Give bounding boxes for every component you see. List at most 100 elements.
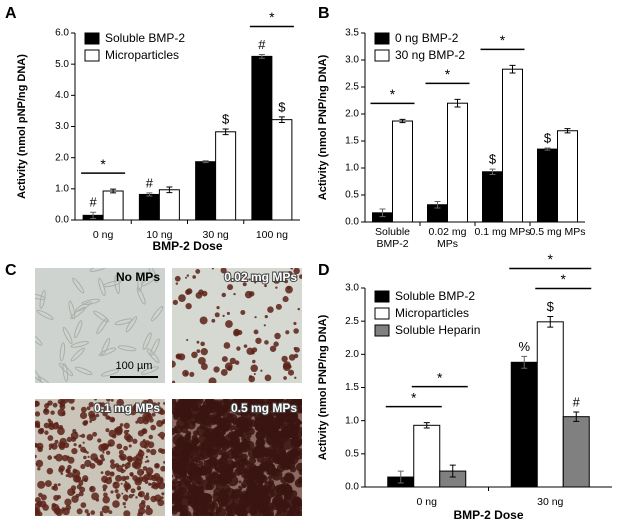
stain (139, 449, 142, 452)
significance-marker: # (146, 175, 154, 190)
stain (264, 284, 267, 288)
cell (142, 332, 152, 350)
stain (254, 316, 257, 319)
legend-label: 30 ng BMP-2 (395, 48, 465, 62)
bar (536, 321, 564, 488)
stain (70, 431, 79, 440)
bar (537, 148, 558, 223)
stain (189, 443, 198, 452)
stain (119, 423, 124, 427)
stain (211, 268, 214, 270)
stain (286, 498, 299, 511)
stain (274, 332, 281, 340)
legend-label: Soluble Heparin (395, 323, 480, 337)
cell (125, 316, 138, 333)
stain (109, 459, 115, 465)
stain (102, 484, 108, 490)
stain (223, 342, 231, 349)
error-bar (110, 188, 117, 194)
stain (242, 438, 246, 442)
stain (288, 354, 296, 361)
bar (271, 119, 293, 221)
cell (68, 300, 76, 320)
stain (122, 502, 126, 506)
cell (81, 298, 101, 306)
stain (172, 380, 176, 383)
stain (48, 447, 52, 451)
stain (216, 465, 225, 474)
stain (289, 465, 297, 473)
y-tick-label: 2.5 (345, 82, 359, 93)
bar (102, 190, 124, 221)
stain (225, 467, 234, 475)
stain (231, 465, 236, 469)
stain (115, 493, 121, 499)
stain (163, 460, 165, 464)
cell (59, 342, 66, 362)
stain (185, 276, 188, 279)
y-tick-label: 3.5 (345, 28, 359, 39)
stain (161, 492, 165, 496)
stain (89, 486, 94, 491)
stain (200, 363, 208, 371)
stain (118, 449, 124, 455)
stain (236, 464, 247, 475)
legend-swatch (374, 324, 390, 337)
panel-label: B (318, 5, 330, 22)
stain (84, 459, 92, 468)
stain (105, 428, 110, 433)
stain (106, 399, 111, 402)
significance-marker: # (573, 394, 581, 409)
stain (161, 419, 165, 424)
error-bar (454, 98, 461, 108)
legend-swatch (374, 290, 390, 303)
stain (221, 292, 226, 298)
stain (240, 509, 246, 515)
stain (65, 504, 72, 511)
stain (58, 465, 65, 472)
cell (98, 347, 117, 357)
stain (253, 329, 259, 335)
stain (102, 495, 110, 504)
micrograph-label: 0.5 mg MPs (231, 401, 297, 415)
cell (37, 376, 53, 383)
stain (123, 510, 131, 516)
stain (104, 470, 111, 476)
stain (194, 487, 200, 493)
stain (79, 434, 82, 438)
stain (283, 415, 292, 423)
x-tick-label: 0 ng (93, 229, 114, 241)
stain (205, 472, 215, 482)
stain (232, 488, 243, 499)
bar (562, 416, 590, 488)
stain (259, 464, 262, 468)
stain (182, 455, 194, 467)
cell (146, 348, 160, 364)
stain (199, 406, 204, 410)
stain (86, 512, 91, 516)
stain (227, 399, 233, 405)
stain (97, 438, 102, 443)
x-tick-label-box: 0.5 mg MPs (529, 226, 585, 238)
stain (124, 466, 128, 470)
significance-star: * (437, 369, 443, 385)
stain (36, 424, 41, 429)
stain (159, 409, 165, 416)
stain (172, 299, 179, 305)
stain (227, 284, 234, 291)
stain (285, 330, 290, 335)
stain (141, 499, 146, 505)
stain (59, 403, 64, 408)
stain (111, 418, 115, 422)
stain (76, 508, 83, 515)
stain (275, 303, 282, 310)
stain (52, 402, 58, 408)
stain (209, 434, 221, 447)
stain (262, 421, 273, 431)
stain (36, 442, 44, 450)
stain (108, 510, 113, 515)
stain (185, 289, 191, 295)
stain (150, 402, 158, 409)
stain (76, 484, 82, 490)
stain (57, 408, 66, 417)
